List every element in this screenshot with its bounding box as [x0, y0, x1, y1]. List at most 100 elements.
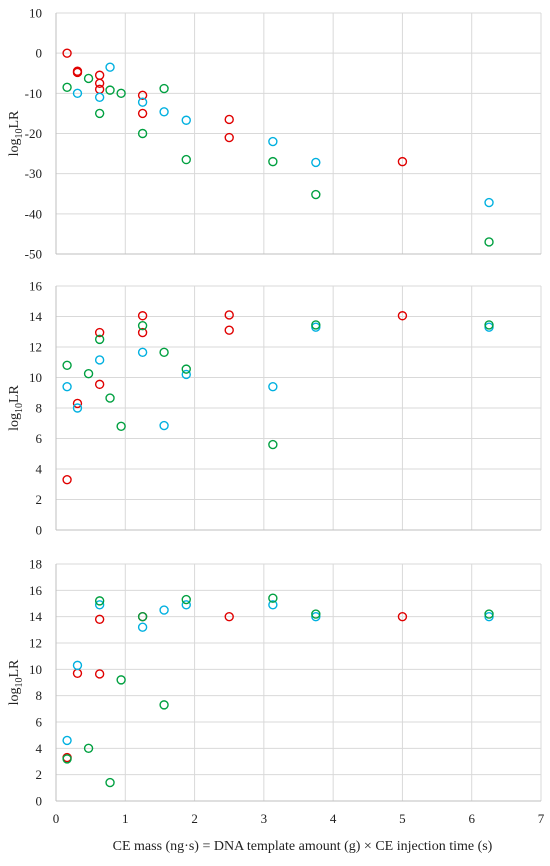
- chart-panel-2: 16 14 12 10 8 6 4 2 0 log10LR: [7, 279, 542, 538]
- x-tick-label: 4: [330, 811, 337, 826]
- data-point: [159, 605, 169, 615]
- chart-panel-1: 10 0 -10 -20 -30 -40 -50 log10LR: [7, 6, 542, 262]
- x-tick-label: 1: [122, 811, 129, 826]
- y-tick-label: 6: [36, 715, 43, 730]
- data-point: [116, 421, 126, 431]
- data-point: [181, 600, 191, 610]
- y-tick-label: 16: [29, 279, 43, 294]
- data-point: [181, 369, 191, 380]
- data-point: [72, 398, 83, 409]
- y-tick-label: -20: [25, 126, 42, 141]
- data-point: [268, 439, 278, 450]
- series-green: [62, 320, 494, 450]
- data-point: [268, 600, 278, 610]
- x-tick-label: 5: [399, 811, 406, 826]
- data-point: [83, 73, 94, 84]
- data-point: [224, 611, 234, 622]
- data-point: [268, 593, 278, 603]
- series-cyan: [62, 322, 494, 431]
- data-point: [137, 128, 148, 139]
- y-tick-label: 4: [36, 741, 43, 756]
- x-tick-label: 3: [261, 811, 268, 826]
- data-point: [94, 84, 105, 95]
- data-point: [137, 320, 148, 331]
- data-point: [137, 347, 148, 358]
- data-point: [397, 156, 408, 167]
- x-tick-label: 2: [191, 811, 198, 826]
- data-point: [137, 97, 148, 107]
- data-point: [159, 347, 169, 358]
- data-point: [484, 611, 494, 622]
- data-point: [181, 594, 191, 605]
- data-point: [62, 48, 72, 58]
- series-red: [62, 611, 408, 763]
- data-point: [311, 611, 321, 622]
- y-tick-label: 0: [36, 794, 43, 809]
- data-point: [105, 85, 115, 95]
- data-point: [94, 70, 105, 80]
- data-point: [181, 364, 191, 374]
- series-red: [62, 48, 408, 167]
- data-point: [311, 320, 321, 330]
- series-green: [62, 593, 494, 788]
- y-axis-title: log10LR: [7, 384, 25, 430]
- data-point: [268, 136, 278, 147]
- data-point: [311, 609, 321, 619]
- data-point: [484, 237, 494, 247]
- series-cyan: [72, 62, 494, 208]
- data-point: [268, 156, 278, 167]
- data-point: [94, 327, 105, 338]
- data-point: [72, 88, 83, 99]
- data-point: [83, 743, 94, 754]
- data-point: [224, 114, 234, 125]
- x-tick-label: 7: [538, 811, 545, 826]
- data-point: [94, 92, 105, 103]
- data-point: [72, 67, 83, 78]
- data-point: [137, 622, 148, 632]
- data-point: [311, 189, 321, 200]
- data-point: [224, 325, 234, 335]
- data-point: [62, 754, 72, 764]
- data-point: [94, 596, 105, 606]
- y-tick-label: 10: [29, 662, 42, 677]
- x-tick-label: 6: [468, 811, 475, 826]
- data-point: [397, 311, 408, 321]
- data-point: [116, 88, 126, 99]
- y-axis-title: log10LR: [7, 659, 25, 705]
- y-tick-label: 0: [36, 46, 43, 61]
- data-point: [484, 320, 494, 330]
- data-point: [397, 611, 408, 622]
- y-axis-title: log10LR: [7, 110, 25, 156]
- data-point: [94, 669, 105, 679]
- data-point: [62, 360, 72, 370]
- y-tick-label: 0: [36, 523, 43, 538]
- data-point: [105, 62, 115, 72]
- y-tick-label: 2: [36, 767, 43, 782]
- data-point: [224, 132, 234, 143]
- data-point: [94, 600, 105, 610]
- series-green: [62, 73, 494, 247]
- data-point: [484, 197, 494, 208]
- data-point: [137, 108, 148, 119]
- data-point: [94, 334, 105, 345]
- y-tick-label: -50: [25, 247, 42, 262]
- data-point: [181, 154, 191, 165]
- data-point: [62, 474, 72, 485]
- data-point: [62, 381, 72, 392]
- y-tick-label: 12: [29, 340, 42, 355]
- data-point: [268, 381, 278, 392]
- data-point: [159, 83, 169, 94]
- data-point: [105, 393, 115, 403]
- data-point: [311, 157, 321, 168]
- data-point: [137, 90, 148, 101]
- y-tick-label: 8: [36, 688, 43, 703]
- x-axis-title: CE mass (ng·s) = DNA template amount (g)…: [113, 839, 493, 854]
- y-tick-label: 14: [29, 609, 43, 624]
- data-point: [159, 107, 169, 117]
- y-tick-label: 12: [29, 636, 42, 651]
- data-point: [105, 777, 115, 788]
- y-tick-label: 18: [29, 557, 42, 572]
